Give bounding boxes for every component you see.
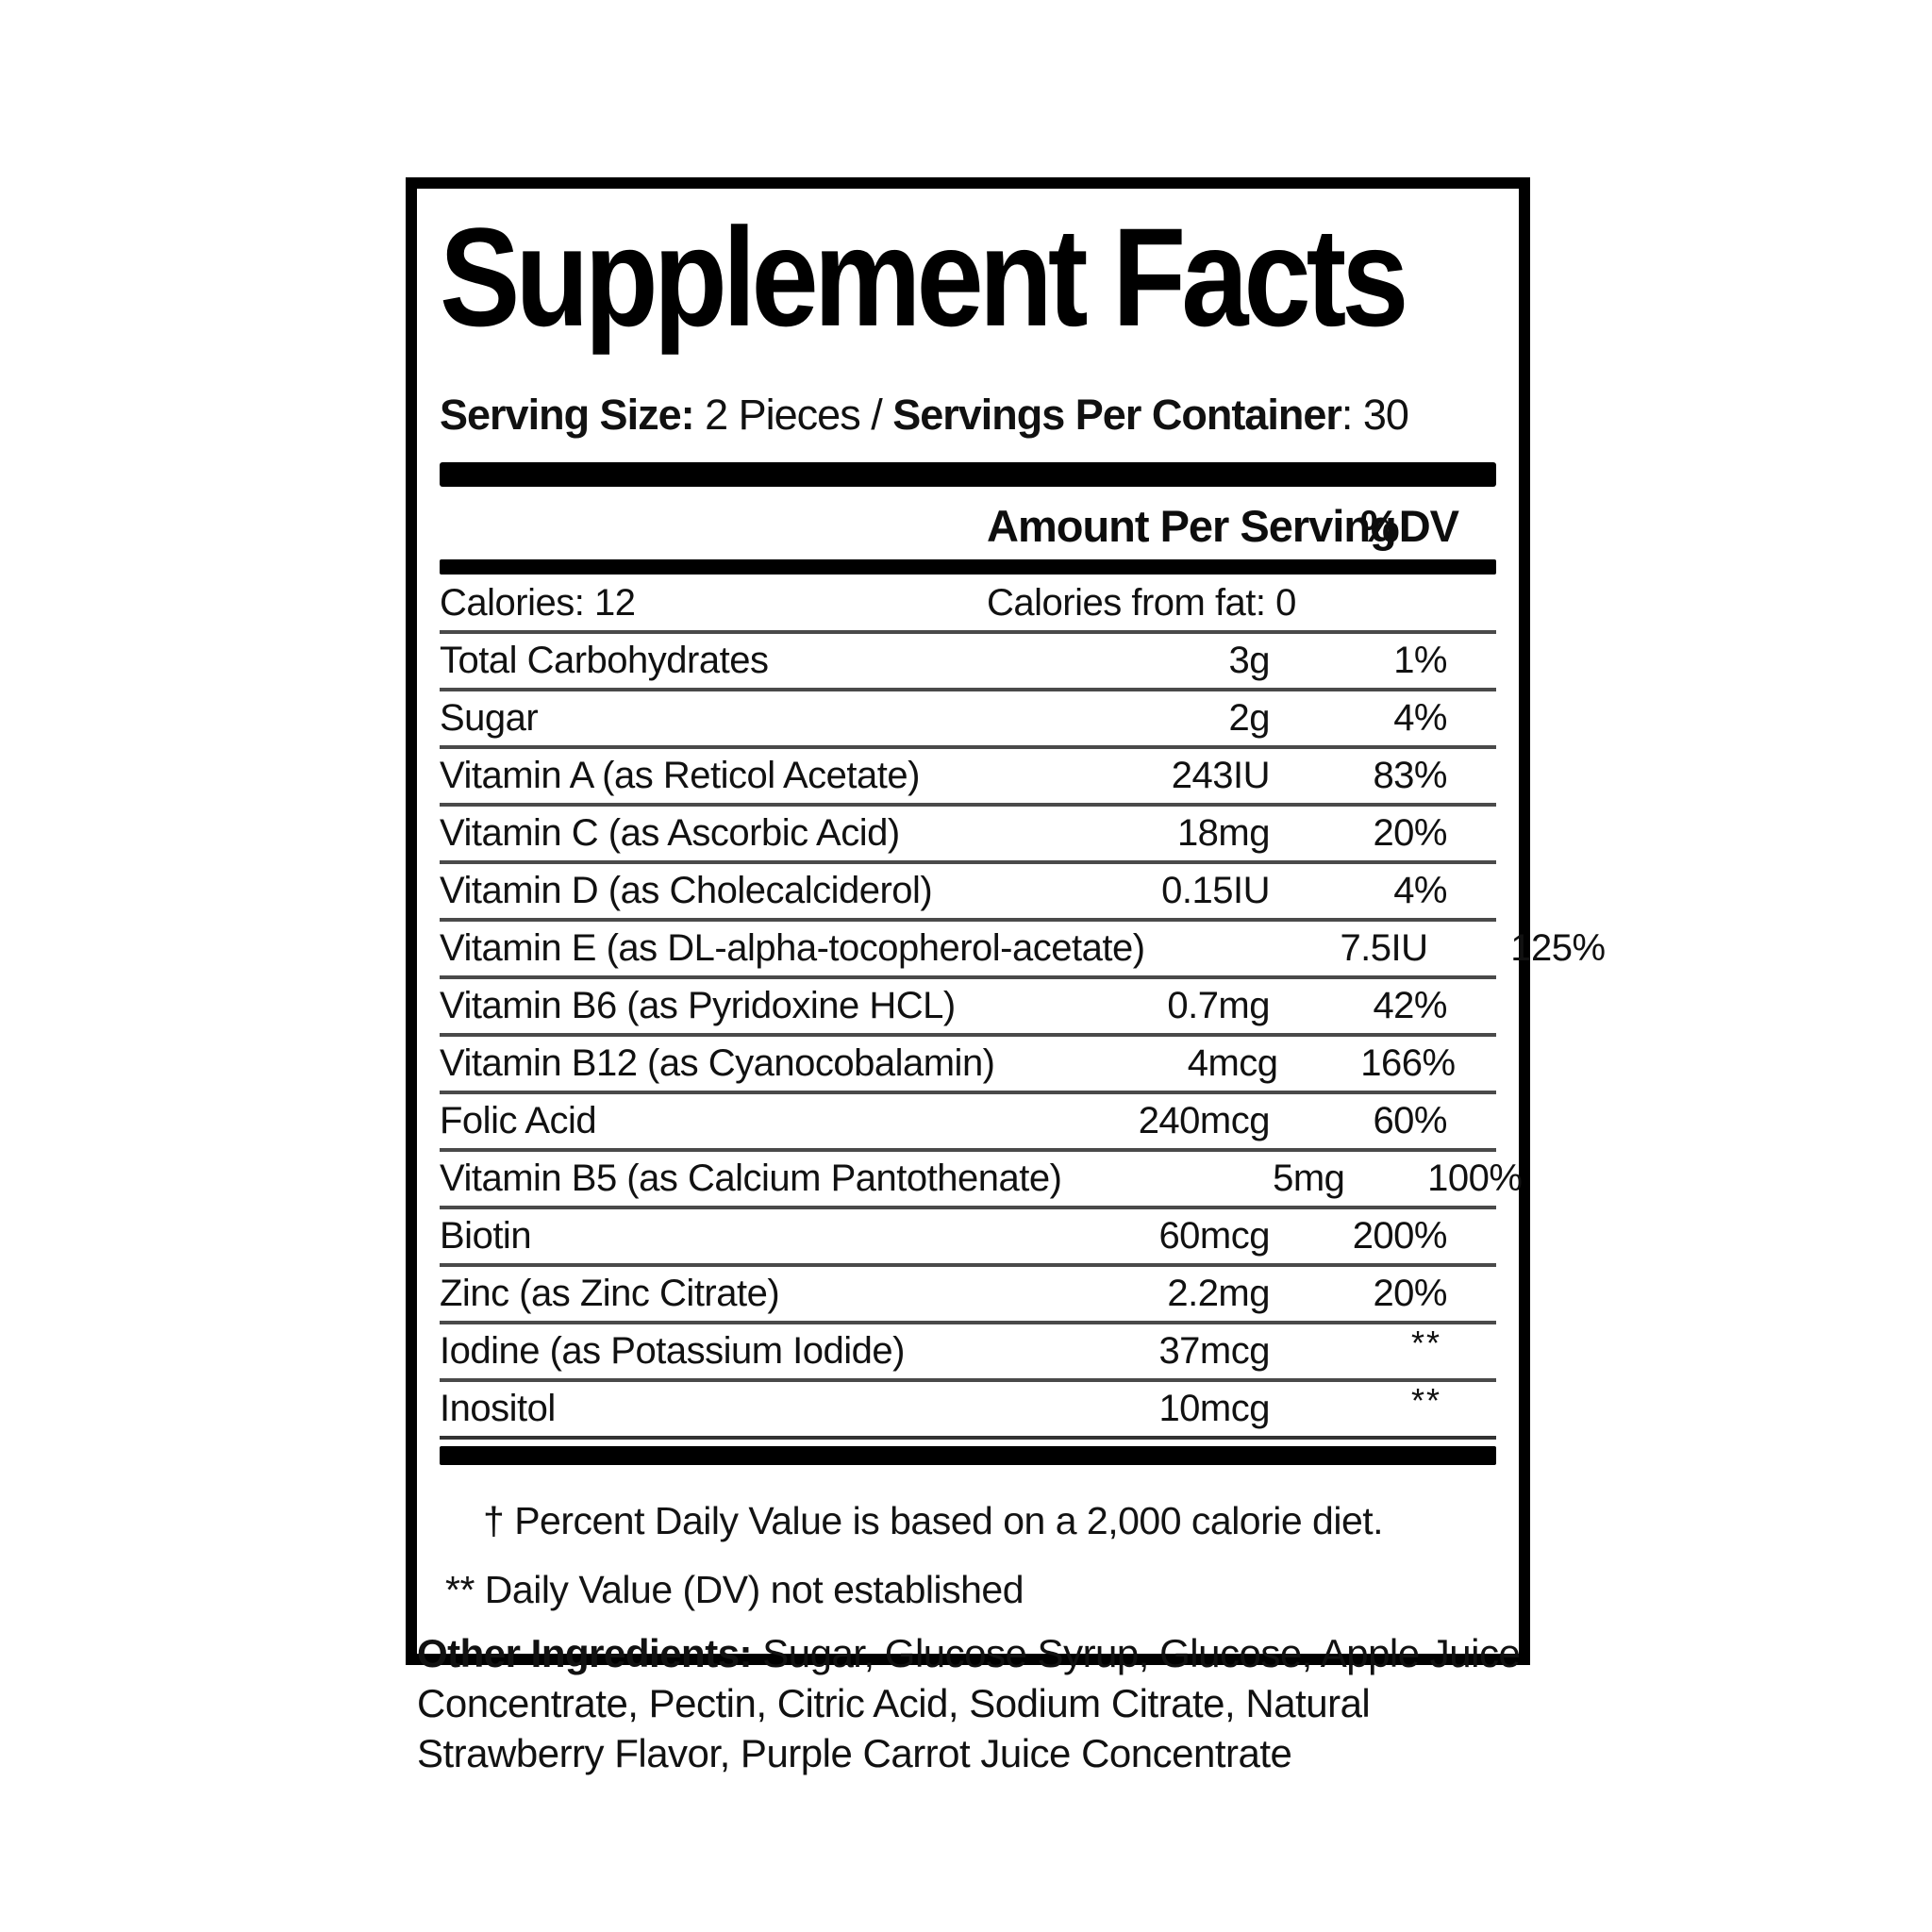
header-amount-per-serving: Amount Per Serving [987,501,1397,551]
nutrient-dv: 200% [1352,1215,1448,1257]
divider-bar-thick-bottom [440,1446,1496,1465]
other-ingredients-label: Other Ingredients: [417,1631,753,1675]
nutrient-dv: 60% [1373,1100,1447,1141]
nutrient-name: Total Carbohydrates [440,640,769,681]
header-percent-dv: %DV [1359,501,1459,551]
panel-title-wrap: Supplement Facts [440,199,1496,381]
divider-line-bottom [440,1436,1496,1440]
nutrient-name: Iodine (as Potassium Iodide) [440,1330,905,1372]
nutrient-dv: 20% [1373,812,1447,854]
serving-info-line: Serving Size: 2 Pieces / Servings Per Co… [440,391,1496,440]
nutrient-row-biotin: Biotin 60mcg 200% [440,1206,1496,1263]
nutrient-amount: 243IU [1171,755,1271,796]
nutrient-name: Vitamin D (as Cholecalciderol) [440,870,933,911]
calories-row: Calories: 12 Calories from fat: 0 [440,576,1496,630]
nutrient-amount: 10mcg [1158,1388,1270,1429]
nutrient-name: Vitamin B12 (as Cyanocobalamin) [440,1042,995,1084]
servings-per-container-value: : 30 [1341,391,1409,439]
nutrient-dv: ** [1410,1323,1441,1362]
divider-bar-under-header [440,559,1496,575]
nutrient-dv: 100% [1427,1158,1523,1199]
nutrient-dv: ** [1410,1380,1441,1420]
nutrient-dv: 20% [1373,1273,1447,1314]
calories-from-fat-label: Calories from fat: 0 [987,582,1296,624]
other-ingredients-text: Sugar, Glucose Syrup, Glucose, Apple Jui… [417,1631,1521,1775]
nutrient-amount: 7.5IU [1340,927,1428,969]
panel-title: Supplement Facts [440,199,1408,357]
supplement-facts-panel: Supplement Facts Serving Size: 2 Pieces … [406,177,1606,1665]
nutrient-name: Folic Acid [440,1100,597,1141]
footnote-dv-not-established: ** Daily Value (DV) not established [445,1568,1024,1611]
nutrient-amount: 4mcg [1187,1042,1278,1084]
nutrient-amount: 5mg [1273,1158,1345,1199]
nutrient-amount: 18mg [1176,812,1271,854]
table-header-row: Amount Per Serving %DV [440,487,1496,559]
nutrient-row-vitamin-b12: Vitamin B12 (as Cyanocobalamin) 4mcg 166… [440,1033,1496,1091]
nutrient-amount: 2.2mg [1167,1273,1270,1314]
nutrient-dv: 166% [1360,1042,1456,1084]
nutrient-dv: 1% [1393,640,1447,681]
serving-size-label: Serving Size: [440,391,695,439]
servings-per-container-label: Servings Per Container [892,391,1342,439]
nutrient-name: Zinc (as Zinc Citrate) [440,1273,780,1314]
nutrient-dv: 42% [1373,985,1447,1026]
nutrient-dv: 125% [1510,927,1606,969]
nutrient-amount: 3g [1228,640,1271,681]
nutrient-amount: 37mcg [1158,1330,1270,1372]
nutrient-name: Vitamin E (as DL-alpha-tocopherol-acetat… [440,927,1145,969]
nutrient-table: Calories: 12 Calories from fat: 0 Total … [440,576,1606,1436]
nutrient-row-vitamin-c: Vitamin C (as Ascorbic Acid) 18mg 20% [440,803,1496,860]
nutrient-amount: 2g [1228,697,1271,739]
nutrient-name: Biotin [440,1215,532,1257]
nutrient-row-vitamin-b6: Vitamin B6 (as Pyridoxine HCL) 0.7mg 42% [440,975,1496,1033]
nutrient-row-zinc: Zinc (as Zinc Citrate) 2.2mg 20% [440,1263,1496,1321]
footnote-percent-daily-value: † Percent Daily Value is based on a 2,00… [483,1499,1384,1542]
nutrient-name: Vitamin A (as Reticol Acetate) [440,755,920,796]
nutrient-name: Vitamin B5 (as Calcium Pantothenate) [440,1158,1062,1199]
nutrient-dv: 83% [1373,755,1447,796]
nutrient-amount: 0.7mg [1167,985,1270,1026]
nutrient-name: Sugar [440,697,539,739]
nutrient-row-inositol: Inositol 10mcg ** [440,1378,1496,1436]
nutrient-row-folic-acid: Folic Acid 240mcg 60% [440,1091,1496,1148]
nutrient-dv: 4% [1393,870,1447,911]
other-ingredients-paragraph: Other Ingredients: Sugar, Glucose Syrup,… [417,1628,1530,1778]
nutrient-name: Inositol [440,1388,556,1429]
nutrient-row-iodine: Iodine (as Potassium Iodide) 37mcg ** [440,1321,1496,1378]
nutrient-row-vitamin-d: Vitamin D (as Cholecalciderol) 0.15IU 4% [440,860,1496,918]
nutrient-amount: 240mcg [1138,1100,1271,1141]
nutrient-row-sugar: Sugar 2g 4% [440,688,1496,745]
calories-label: Calories: 12 [440,582,636,624]
nutrient-name: Vitamin C (as Ascorbic Acid) [440,812,900,854]
nutrient-dv: 4% [1393,697,1447,739]
divider-bar-thick-top [440,462,1496,487]
nutrient-row-total-carbohydrates: Total Carbohydrates 3g 1% [440,630,1496,688]
nutrient-row-vitamin-e: Vitamin E (as DL-alpha-tocopherol-acetat… [440,918,1606,975]
nutrient-amount: 60mcg [1158,1215,1270,1257]
nutrient-name: Vitamin B6 (as Pyridoxine HCL) [440,985,956,1026]
nutrient-row-vitamin-b5: Vitamin B5 (as Calcium Pantothenate) 5mg… [440,1148,1523,1206]
nutrient-row-vitamin-a: Vitamin A (as Reticol Acetate) 243IU 83% [440,745,1496,803]
serving-size-value: 2 Pieces / [693,391,893,439]
nutrient-amount: 0.15IU [1161,870,1270,911]
